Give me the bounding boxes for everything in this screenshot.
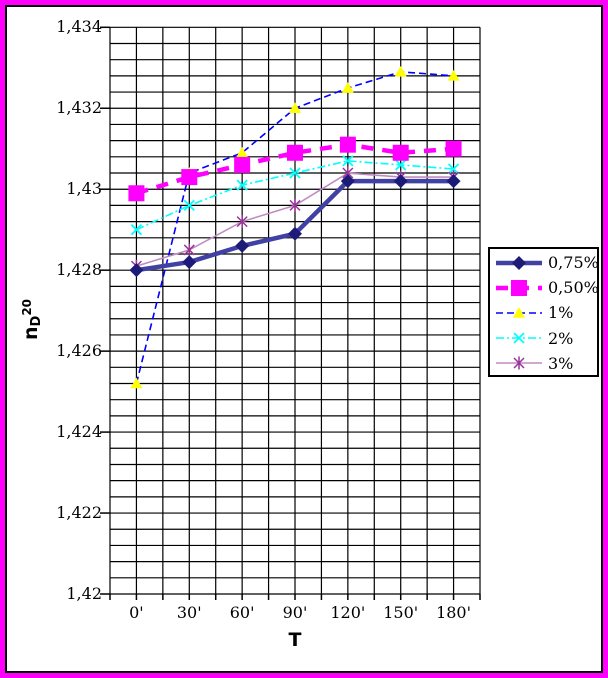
legend-sample	[496, 306, 542, 318]
legend-entry: 3%	[490, 351, 597, 376]
marker-x	[183, 199, 195, 212]
series-0,75%	[129, 174, 461, 278]
marker-diamond	[235, 238, 250, 253]
x-tick-label: 120'	[330, 603, 366, 622]
x-axis-title: T	[288, 629, 302, 651]
marker-triangle	[394, 65, 407, 77]
marker-triangle	[341, 82, 354, 93]
marker-x	[447, 163, 460, 175]
marker-square	[234, 156, 251, 173]
marker-diamond	[512, 255, 526, 270]
marker-square	[128, 185, 145, 202]
marker-triangle	[513, 306, 525, 318]
y-tick-label: 1,432	[56, 98, 102, 118]
marker-diamond	[182, 255, 197, 270]
marker-star	[183, 243, 195, 257]
marker-star	[236, 215, 248, 229]
legend-label: 2%	[548, 328, 574, 348]
legend-label: 3%	[548, 353, 574, 373]
marker-diamond	[393, 174, 408, 189]
marker-triangle	[130, 377, 143, 389]
marker-square	[287, 144, 303, 161]
x-tick-label: 0'	[129, 603, 144, 622]
x-tick-label: 150'	[383, 603, 419, 622]
marker-x	[236, 179, 248, 191]
plot-area	[100, 26, 481, 600]
marker-triangle	[447, 69, 460, 81]
x-tick-label: 180'	[436, 603, 471, 622]
x-axis-labels: 0' 30' 60' 90' 120' 150' 180'	[0, 603, 608, 627]
marker-star	[513, 356, 525, 370]
marker-square	[181, 169, 198, 186]
x-tick-label: 90'	[282, 603, 308, 622]
marker-square	[511, 279, 527, 296]
legend-label: 1%	[548, 303, 574, 323]
marker-triangle	[236, 146, 249, 158]
y-tick-label: 1,428	[56, 260, 102, 280]
legend-sample	[496, 332, 542, 344]
marker-diamond	[340, 174, 355, 189]
y-tick-label: 1,43	[66, 179, 102, 199]
legend-entry: 0,75%	[490, 250, 599, 275]
y-tick-label: 1,422	[56, 503, 102, 522]
y-axis-labels: 1,434 1,432 1,43 1,428 1,426 1,424 1,422 1,42	[30, 0, 102, 678]
marker-square	[392, 144, 409, 161]
marker-square	[445, 140, 462, 157]
marker-x	[289, 167, 301, 179]
marker-x	[395, 159, 407, 171]
marker-x	[342, 155, 354, 167]
marker-diamond	[446, 174, 461, 189]
series-2%	[130, 155, 460, 236]
marker-diamond	[129, 263, 144, 278]
series-0,50%	[128, 136, 462, 202]
marker-diamond	[288, 226, 302, 241]
legend: 0,75% 0,50% 1% 2% 3%	[488, 247, 599, 377]
legend-entry: 0,50%	[490, 275, 599, 300]
y-tick-label: 1,42	[66, 583, 102, 603]
marker-x	[513, 332, 525, 344]
marker-square	[339, 136, 356, 153]
x-tick-label: 60'	[229, 603, 255, 622]
y-tick-label: 1,434	[56, 17, 102, 37]
x-tick-label: 30'	[176, 603, 202, 622]
legend-label: 0,50%	[548, 278, 599, 298]
legend-sample	[496, 255, 542, 270]
legend-sample	[496, 356, 542, 370]
y-tick-label: 1,426	[56, 341, 102, 361]
legend-label: 0,75%	[548, 253, 599, 273]
legend-entry: 1%	[490, 300, 597, 325]
y-tick-label: 1,424	[56, 422, 102, 442]
marker-triangle	[289, 102, 301, 114]
marker-x	[130, 224, 143, 236]
legend-entry: 2%	[490, 326, 597, 351]
legend-sample	[496, 279, 542, 296]
marker-star	[289, 198, 301, 212]
series-1%	[130, 65, 460, 389]
